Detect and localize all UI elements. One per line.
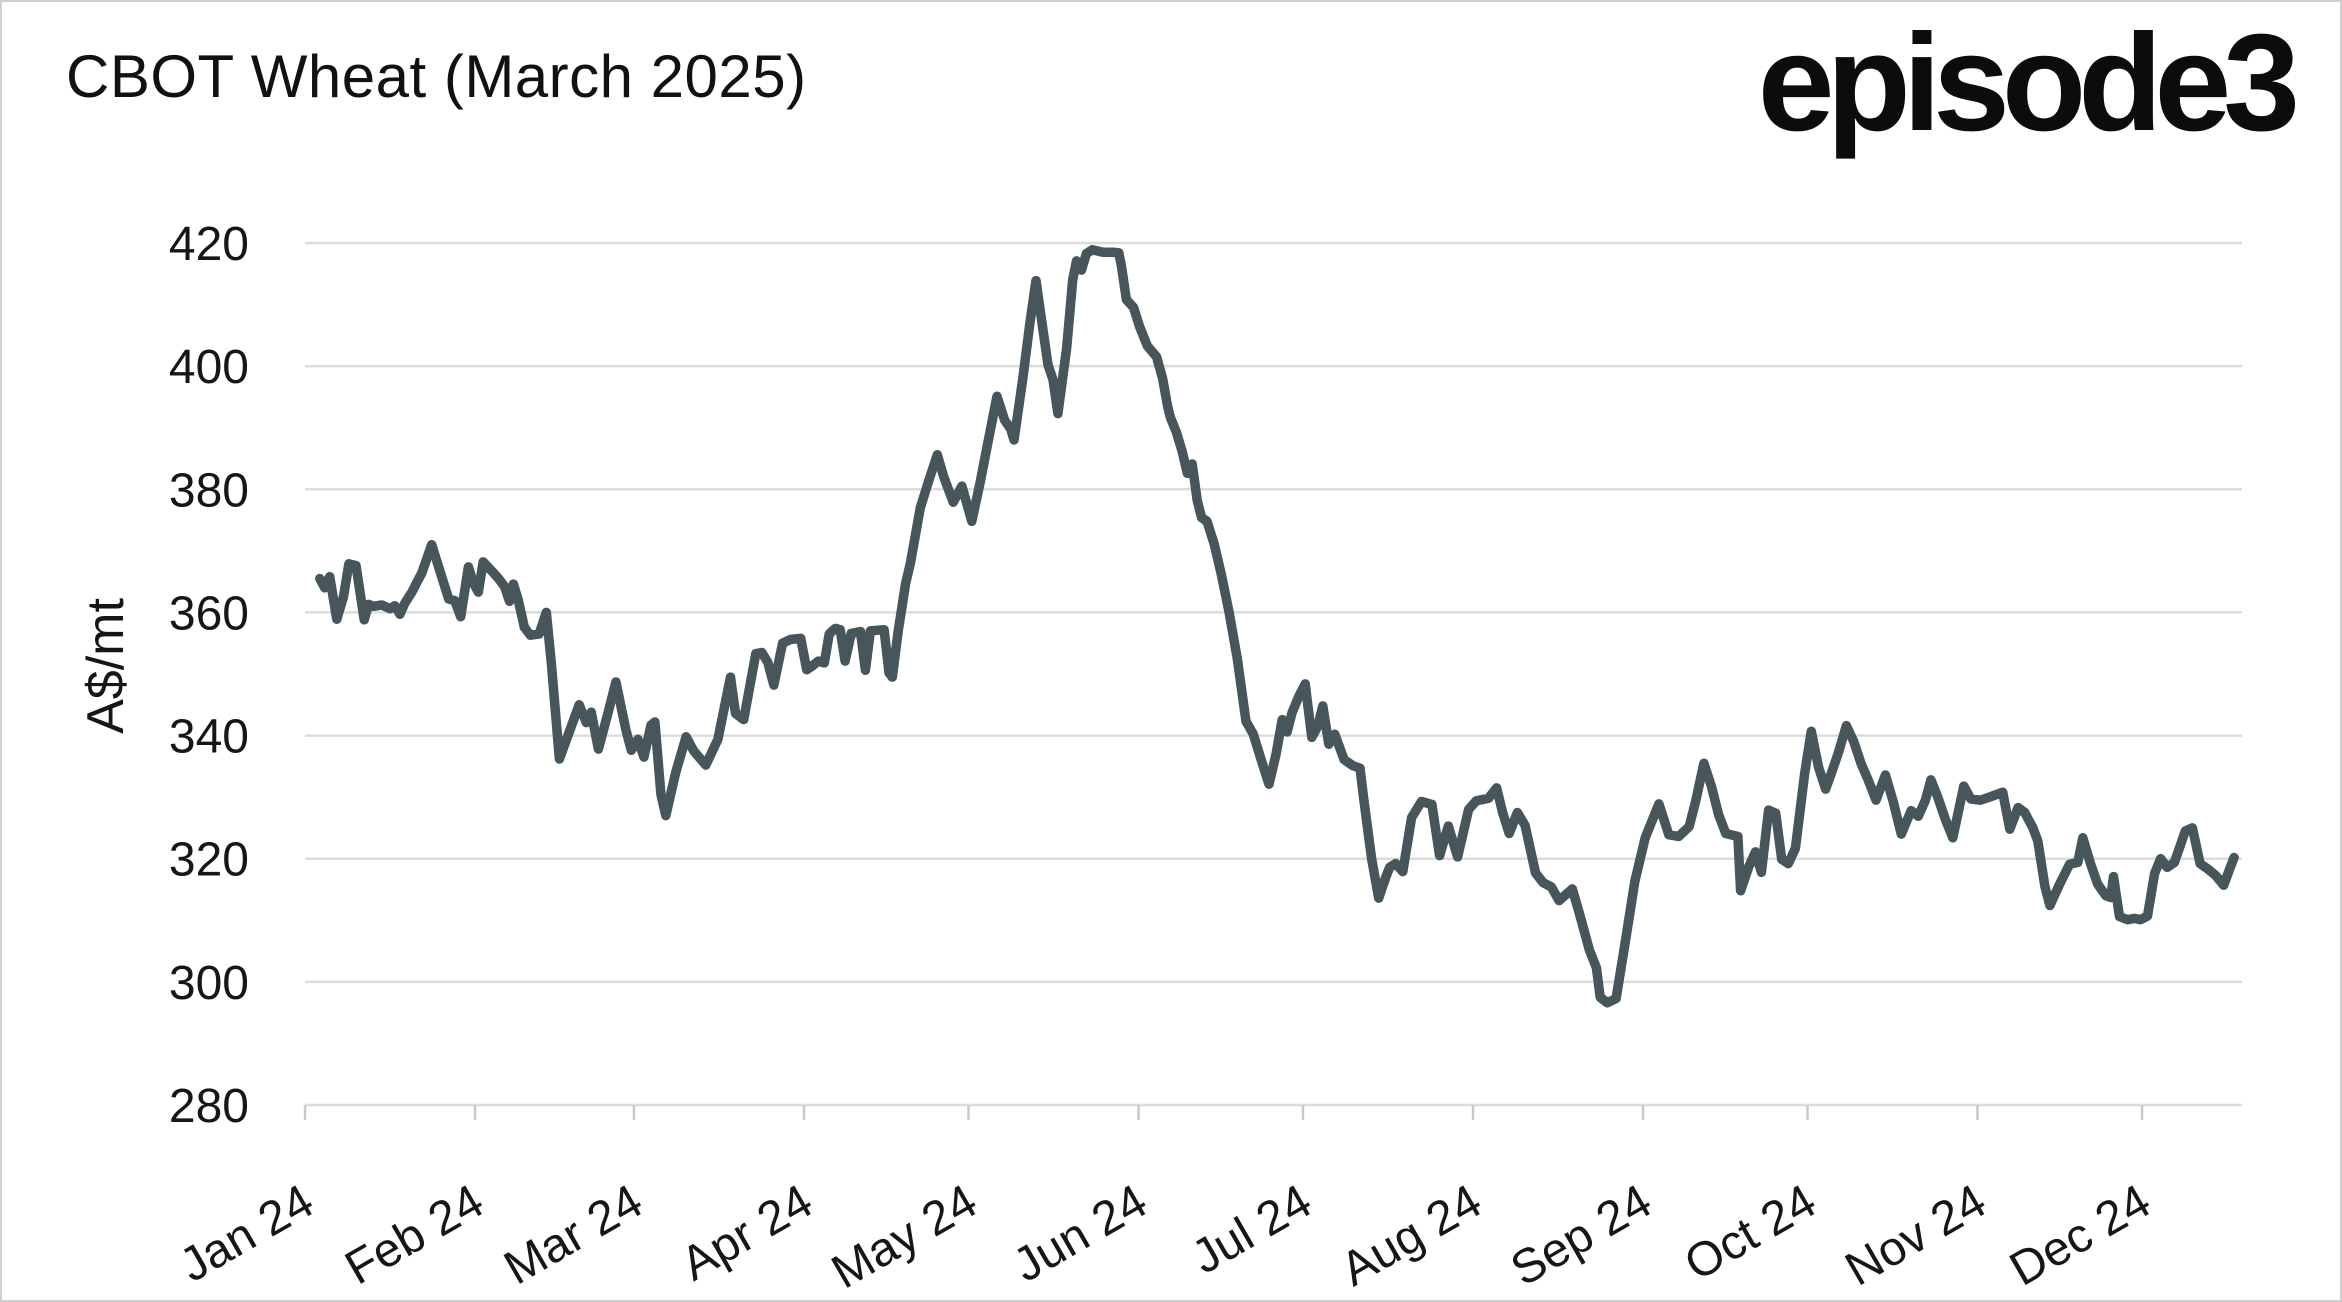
y-tick-label: 400 [169, 341, 249, 394]
x-tick-label: Mar 24 [496, 1175, 652, 1296]
x-tick-label: Apr 24 [673, 1175, 822, 1292]
x-tick-label: Jan 24 [171, 1175, 322, 1293]
episode3-logo: episode3 [1757, 6, 2300, 160]
x-tick-label: May 24 [823, 1175, 986, 1300]
x-tick-label: Aug 24 [1332, 1175, 1490, 1297]
y-tick-label: 300 [169, 957, 249, 1010]
y-tick-label: 360 [169, 587, 249, 640]
y-tick-label: 420 [169, 218, 249, 271]
x-tick-label: Feb 24 [337, 1175, 493, 1296]
y-tick-label: 340 [169, 711, 249, 764]
y-tick-label: 380 [169, 464, 249, 517]
price-line [315, 245, 2239, 1008]
x-tick-label: Dec 24 [2001, 1175, 2159, 1297]
x-tick-label: Oct 24 [1676, 1175, 1825, 1292]
x-tick-label: Jun 24 [1005, 1175, 1156, 1293]
page-title: CBOT Wheat (March 2025) [66, 43, 807, 110]
y-tick-label: 280 [169, 1080, 249, 1133]
x-tick-label: Sep 24 [1502, 1175, 1660, 1297]
x-tick-label: Nov 24 [1837, 1175, 1995, 1297]
x-tick-label: Jul 24 [1183, 1175, 1320, 1285]
y-tick-label: 320 [169, 834, 249, 887]
